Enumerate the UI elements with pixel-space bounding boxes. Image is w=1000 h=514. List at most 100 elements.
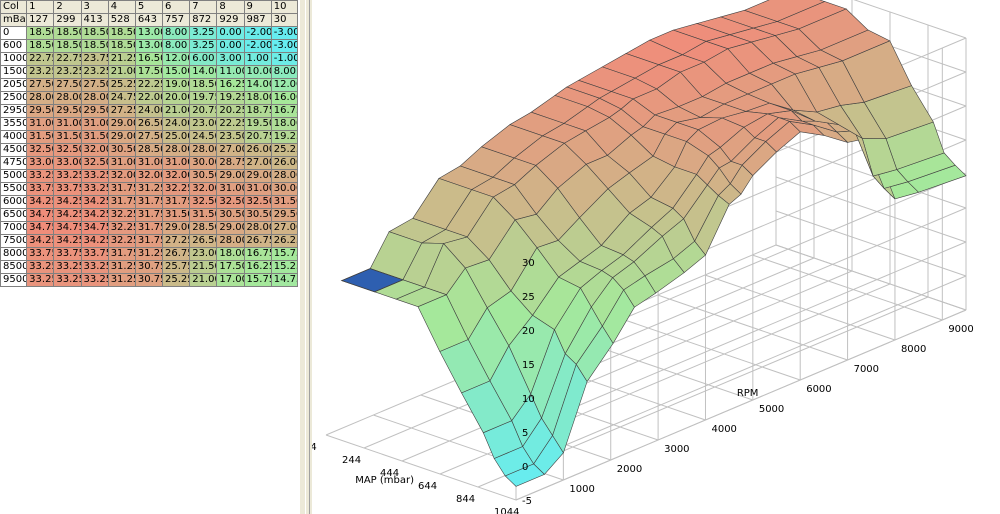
- table-cell[interactable]: 19.25: [216, 91, 245, 105]
- table-cell[interactable]: 28.00: [80, 91, 109, 105]
- table-cell[interactable]: 31.50: [53, 130, 82, 144]
- table-cell[interactable]: 34.75: [80, 221, 109, 235]
- table-cell[interactable]: 18.00: [216, 247, 245, 261]
- table-cell[interactable]: 26.00: [243, 143, 272, 157]
- table-cell[interactable]: 20.25: [216, 104, 245, 118]
- table-cell[interactable]: 14.00: [243, 78, 272, 92]
- table-cell[interactable]: 20.75: [243, 130, 272, 144]
- table-cell[interactable]: 22.25: [134, 78, 164, 92]
- table-cell[interactable]: 30.50: [243, 208, 272, 222]
- table-cell[interactable]: 33.25: [26, 169, 55, 183]
- table-cell[interactable]: 31.00: [80, 117, 109, 131]
- table-cell[interactable]: 31.75: [134, 208, 164, 222]
- table-cell[interactable]: 20.75: [189, 104, 218, 118]
- table-cell[interactable]: 32.50: [53, 143, 82, 157]
- table-cell[interactable]: 31.75: [134, 195, 164, 209]
- table-cell[interactable]: 34.25: [53, 234, 82, 248]
- table-cell[interactable]: 34.25: [80, 234, 109, 248]
- table-cell[interactable]: 27.00: [216, 143, 245, 157]
- table-cell[interactable]: 34.75: [26, 208, 55, 222]
- table-cell[interactable]: 8.00: [162, 26, 191, 40]
- table-cell[interactable]: 15.75: [270, 247, 299, 261]
- table-cell[interactable]: 13.00: [134, 39, 164, 53]
- table-cell[interactable]: 18.50: [53, 26, 82, 40]
- table-cell[interactable]: 33.25: [80, 273, 109, 287]
- table-cell[interactable]: 0.00: [216, 39, 245, 53]
- table-cell[interactable]: 18.50: [26, 39, 55, 53]
- table-cell[interactable]: 33.25: [80, 169, 109, 183]
- table-cell[interactable]: 11.00: [216, 65, 245, 79]
- table-cell[interactable]: 26.75: [243, 234, 272, 248]
- table-cell[interactable]: 23.00: [189, 117, 218, 131]
- table-cell[interactable]: 29.50: [26, 104, 55, 118]
- table-cell[interactable]: 23.75: [80, 52, 109, 66]
- table-cell[interactable]: 29.00: [216, 221, 245, 235]
- table-cell[interactable]: 33.25: [53, 273, 82, 287]
- table-cell[interactable]: 28.00: [270, 169, 299, 183]
- table-cell[interactable]: 28.00: [26, 91, 55, 105]
- table-cell[interactable]: 31.00: [216, 182, 245, 196]
- table-cell[interactable]: 31.00: [134, 156, 164, 170]
- table-cell[interactable]: 33.75: [26, 182, 55, 196]
- table-cell[interactable]: 18.00: [243, 91, 272, 105]
- table-cell[interactable]: 34.25: [26, 195, 55, 209]
- table-cell[interactable]: 29.00: [243, 169, 272, 183]
- table-cell[interactable]: 27.50: [26, 78, 55, 92]
- table-cell[interactable]: 28.00: [243, 221, 272, 235]
- table-cell[interactable]: 17.00: [216, 273, 245, 287]
- table-cell[interactable]: 33.75: [80, 247, 109, 261]
- table-cell[interactable]: 3.00: [216, 52, 245, 66]
- table-cell[interactable]: 32.00: [189, 182, 218, 196]
- table-cell[interactable]: 16.50: [134, 52, 164, 66]
- table-cell[interactable]: 16.25: [216, 78, 245, 92]
- table-cell[interactable]: 18.50: [107, 39, 136, 53]
- table-cell[interactable]: 31.75: [107, 247, 136, 261]
- table-cell[interactable]: 26.50: [189, 234, 218, 248]
- table-cell[interactable]: 32.25: [162, 182, 191, 196]
- table-cell[interactable]: 25.25: [270, 143, 299, 157]
- table-cell[interactable]: 0.00: [216, 26, 245, 40]
- table-cell[interactable]: 18.50: [189, 78, 218, 92]
- splitter-handle[interactable]: [305, 0, 310, 514]
- table-cell[interactable]: 32.50: [216, 195, 245, 209]
- table-cell[interactable]: 32.00: [80, 143, 109, 157]
- table-cell[interactable]: 29.50: [80, 104, 109, 118]
- table-cell[interactable]: 16.75: [243, 247, 272, 261]
- table-cell[interactable]: 31.75: [162, 195, 191, 209]
- table-cell[interactable]: 23.00: [189, 247, 218, 261]
- table-cell[interactable]: 28.75: [216, 156, 245, 170]
- table-cell[interactable]: 31.75: [134, 221, 164, 235]
- table-cell[interactable]: 25.00: [162, 130, 191, 144]
- table-cell[interactable]: 3.25: [189, 39, 218, 53]
- table-cell[interactable]: 26.00: [270, 156, 299, 170]
- table-cell[interactable]: 18.50: [26, 26, 55, 40]
- table-cell[interactable]: 30.00: [189, 156, 218, 170]
- table-cell[interactable]: -2.00: [243, 26, 272, 40]
- table-cell[interactable]: 30.50: [216, 208, 245, 222]
- table-cell[interactable]: 13.00: [134, 26, 164, 40]
- table-cell[interactable]: 33.25: [80, 182, 109, 196]
- table-cell[interactable]: 17.50: [134, 65, 164, 79]
- table-cell[interactable]: 28.00: [189, 143, 218, 157]
- table-cell[interactable]: 33.25: [80, 260, 109, 274]
- table-cell[interactable]: 34.25: [26, 234, 55, 248]
- table-cell[interactable]: 33.75: [26, 247, 55, 261]
- table-cell[interactable]: 28.00: [216, 234, 245, 248]
- table-cell[interactable]: 12.00: [270, 78, 299, 92]
- table-cell[interactable]: 24.75: [107, 91, 136, 105]
- table-cell[interactable]: 26.75: [162, 247, 191, 261]
- table-cell[interactable]: 32.50: [243, 195, 272, 209]
- surface-chart[interactable]: -5 0 5 10 15 20 25 30 44 244 444 644 844 1044 1000 2000…: [312, 0, 1000, 514]
- table-cell[interactable]: 21.50: [189, 260, 218, 274]
- table-cell[interactable]: 21.25: [107, 52, 136, 66]
- table-cell[interactable]: 32.50: [80, 156, 109, 170]
- table-cell[interactable]: 29.00: [107, 117, 136, 131]
- table-cell[interactable]: 8.00: [162, 39, 191, 53]
- table-cell[interactable]: 18.50: [53, 39, 82, 53]
- table-cell[interactable]: 33.75: [53, 182, 82, 196]
- table-cell[interactable]: 32.25: [107, 221, 136, 235]
- table-cell[interactable]: 32.50: [189, 195, 218, 209]
- table-cell[interactable]: 21.00: [162, 104, 191, 118]
- table-cell[interactable]: 19.00: [162, 78, 191, 92]
- table-cell[interactable]: 23.25: [80, 65, 109, 79]
